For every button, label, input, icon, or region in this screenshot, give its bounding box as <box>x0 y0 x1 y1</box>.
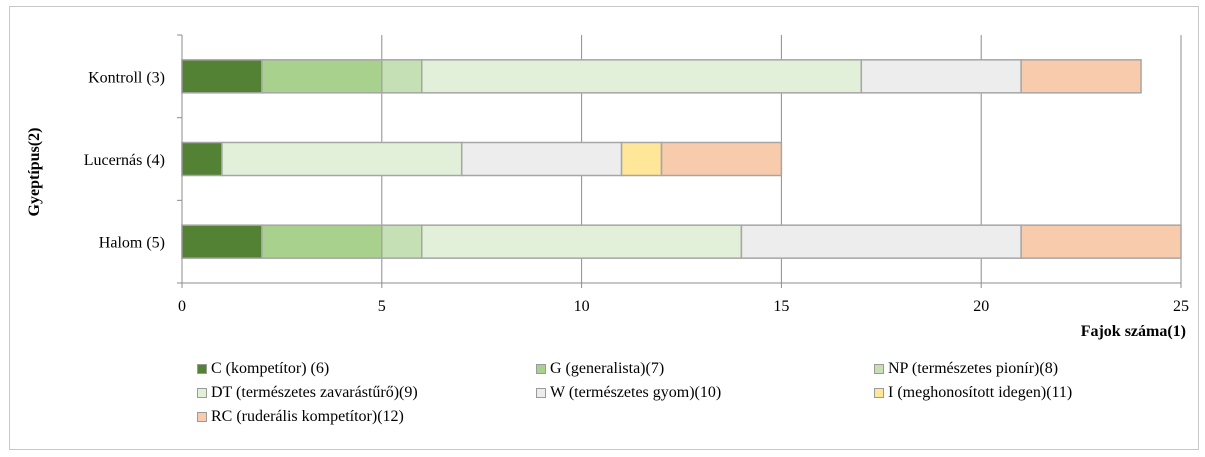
legend-swatch <box>874 388 884 398</box>
legend-item: DT (természetes zavarástűrő)(9) <box>197 384 418 402</box>
legend-item: NP (természetes pionír)(8) <box>874 360 1058 378</box>
bar-segment-1-0 <box>181 141 223 177</box>
axis-layer: 0 5 10 15 20 25 Kontroll (3) Lucernás (4) Halom … <box>84 34 1189 315</box>
legend-item: C (kompetítor) (6) <box>197 360 329 378</box>
legend-label: W (természetes gyom)(10) <box>550 384 722 401</box>
x-axis-title: Fajok száma(1) <box>1081 323 1186 340</box>
x-tick-label: 0 <box>178 298 186 315</box>
y-category-label: Halom (5) <box>99 235 165 252</box>
bars-layer <box>181 59 1182 259</box>
x-tick-label: 15 <box>773 298 789 315</box>
legend-swatch <box>536 388 546 398</box>
bar-segment-0-0 <box>181 59 263 94</box>
y-category-label: Lucernás (4) <box>84 152 165 169</box>
legend-swatch <box>197 364 207 374</box>
legend-label: C (kompetítor) (6) <box>211 360 330 377</box>
legend-swatch <box>197 388 207 398</box>
bar-segment-0-1 <box>261 59 383 94</box>
legend-label: DT (természetes zavarástűrő)(9) <box>211 384 418 401</box>
legend-item: W (természetes gyom)(10) <box>536 384 721 402</box>
legend-swatch <box>874 364 884 374</box>
legend-item: G (generalista)(7) <box>536 360 664 378</box>
bar-segment-0-3 <box>421 59 863 94</box>
x-tick-label: 5 <box>378 298 386 315</box>
y-category-label: Kontroll (3) <box>88 69 165 86</box>
bar-segment-2-4 <box>740 224 1022 259</box>
bar-segment-1-3 <box>221 141 463 177</box>
legend-label: RC (ruderális kompetítor)(12) <box>211 408 404 425</box>
legend-label: I (meghonosított idegen)(11) <box>888 384 1073 401</box>
x-tick-label: 20 <box>973 298 989 315</box>
chart-frame <box>9 6 1199 450</box>
bar-segment-2-0 <box>181 224 263 259</box>
legend-item: I (meghonosított idegen)(11) <box>874 384 1072 402</box>
bar-segment-1-5 <box>620 141 663 177</box>
bar-segment-0-2 <box>381 59 423 94</box>
bar-segment-1-4 <box>460 141 623 177</box>
bar-segment-2-2 <box>381 224 423 259</box>
bar-segment-1-6 <box>660 141 783 177</box>
legend-swatch <box>197 412 207 422</box>
y-axis-title: Gyeptípus(2) <box>26 128 43 217</box>
bar-segment-2-3 <box>421 224 743 259</box>
legend-swatch <box>536 364 546 374</box>
legend-label: NP (természetes pionír)(8) <box>888 360 1059 377</box>
legend-label: G (generalista)(7) <box>550 360 665 377</box>
bar-segment-0-6 <box>1020 59 1142 94</box>
x-tick-label: 10 <box>574 298 590 315</box>
bar-segment-2-1 <box>261 224 383 259</box>
x-tick-label: 25 <box>1173 298 1189 315</box>
bar-segment-0-4 <box>860 59 1022 94</box>
legend-item: RC (ruderális kompetítor)(12) <box>197 408 404 426</box>
bar-segment-2-6 <box>1020 224 1182 259</box>
